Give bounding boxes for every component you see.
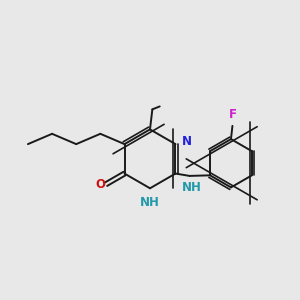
Text: O: O (95, 178, 106, 191)
Text: N: N (182, 135, 191, 148)
Text: NH: NH (182, 181, 202, 194)
Text: F: F (229, 108, 237, 121)
Text: NH: NH (140, 196, 160, 208)
